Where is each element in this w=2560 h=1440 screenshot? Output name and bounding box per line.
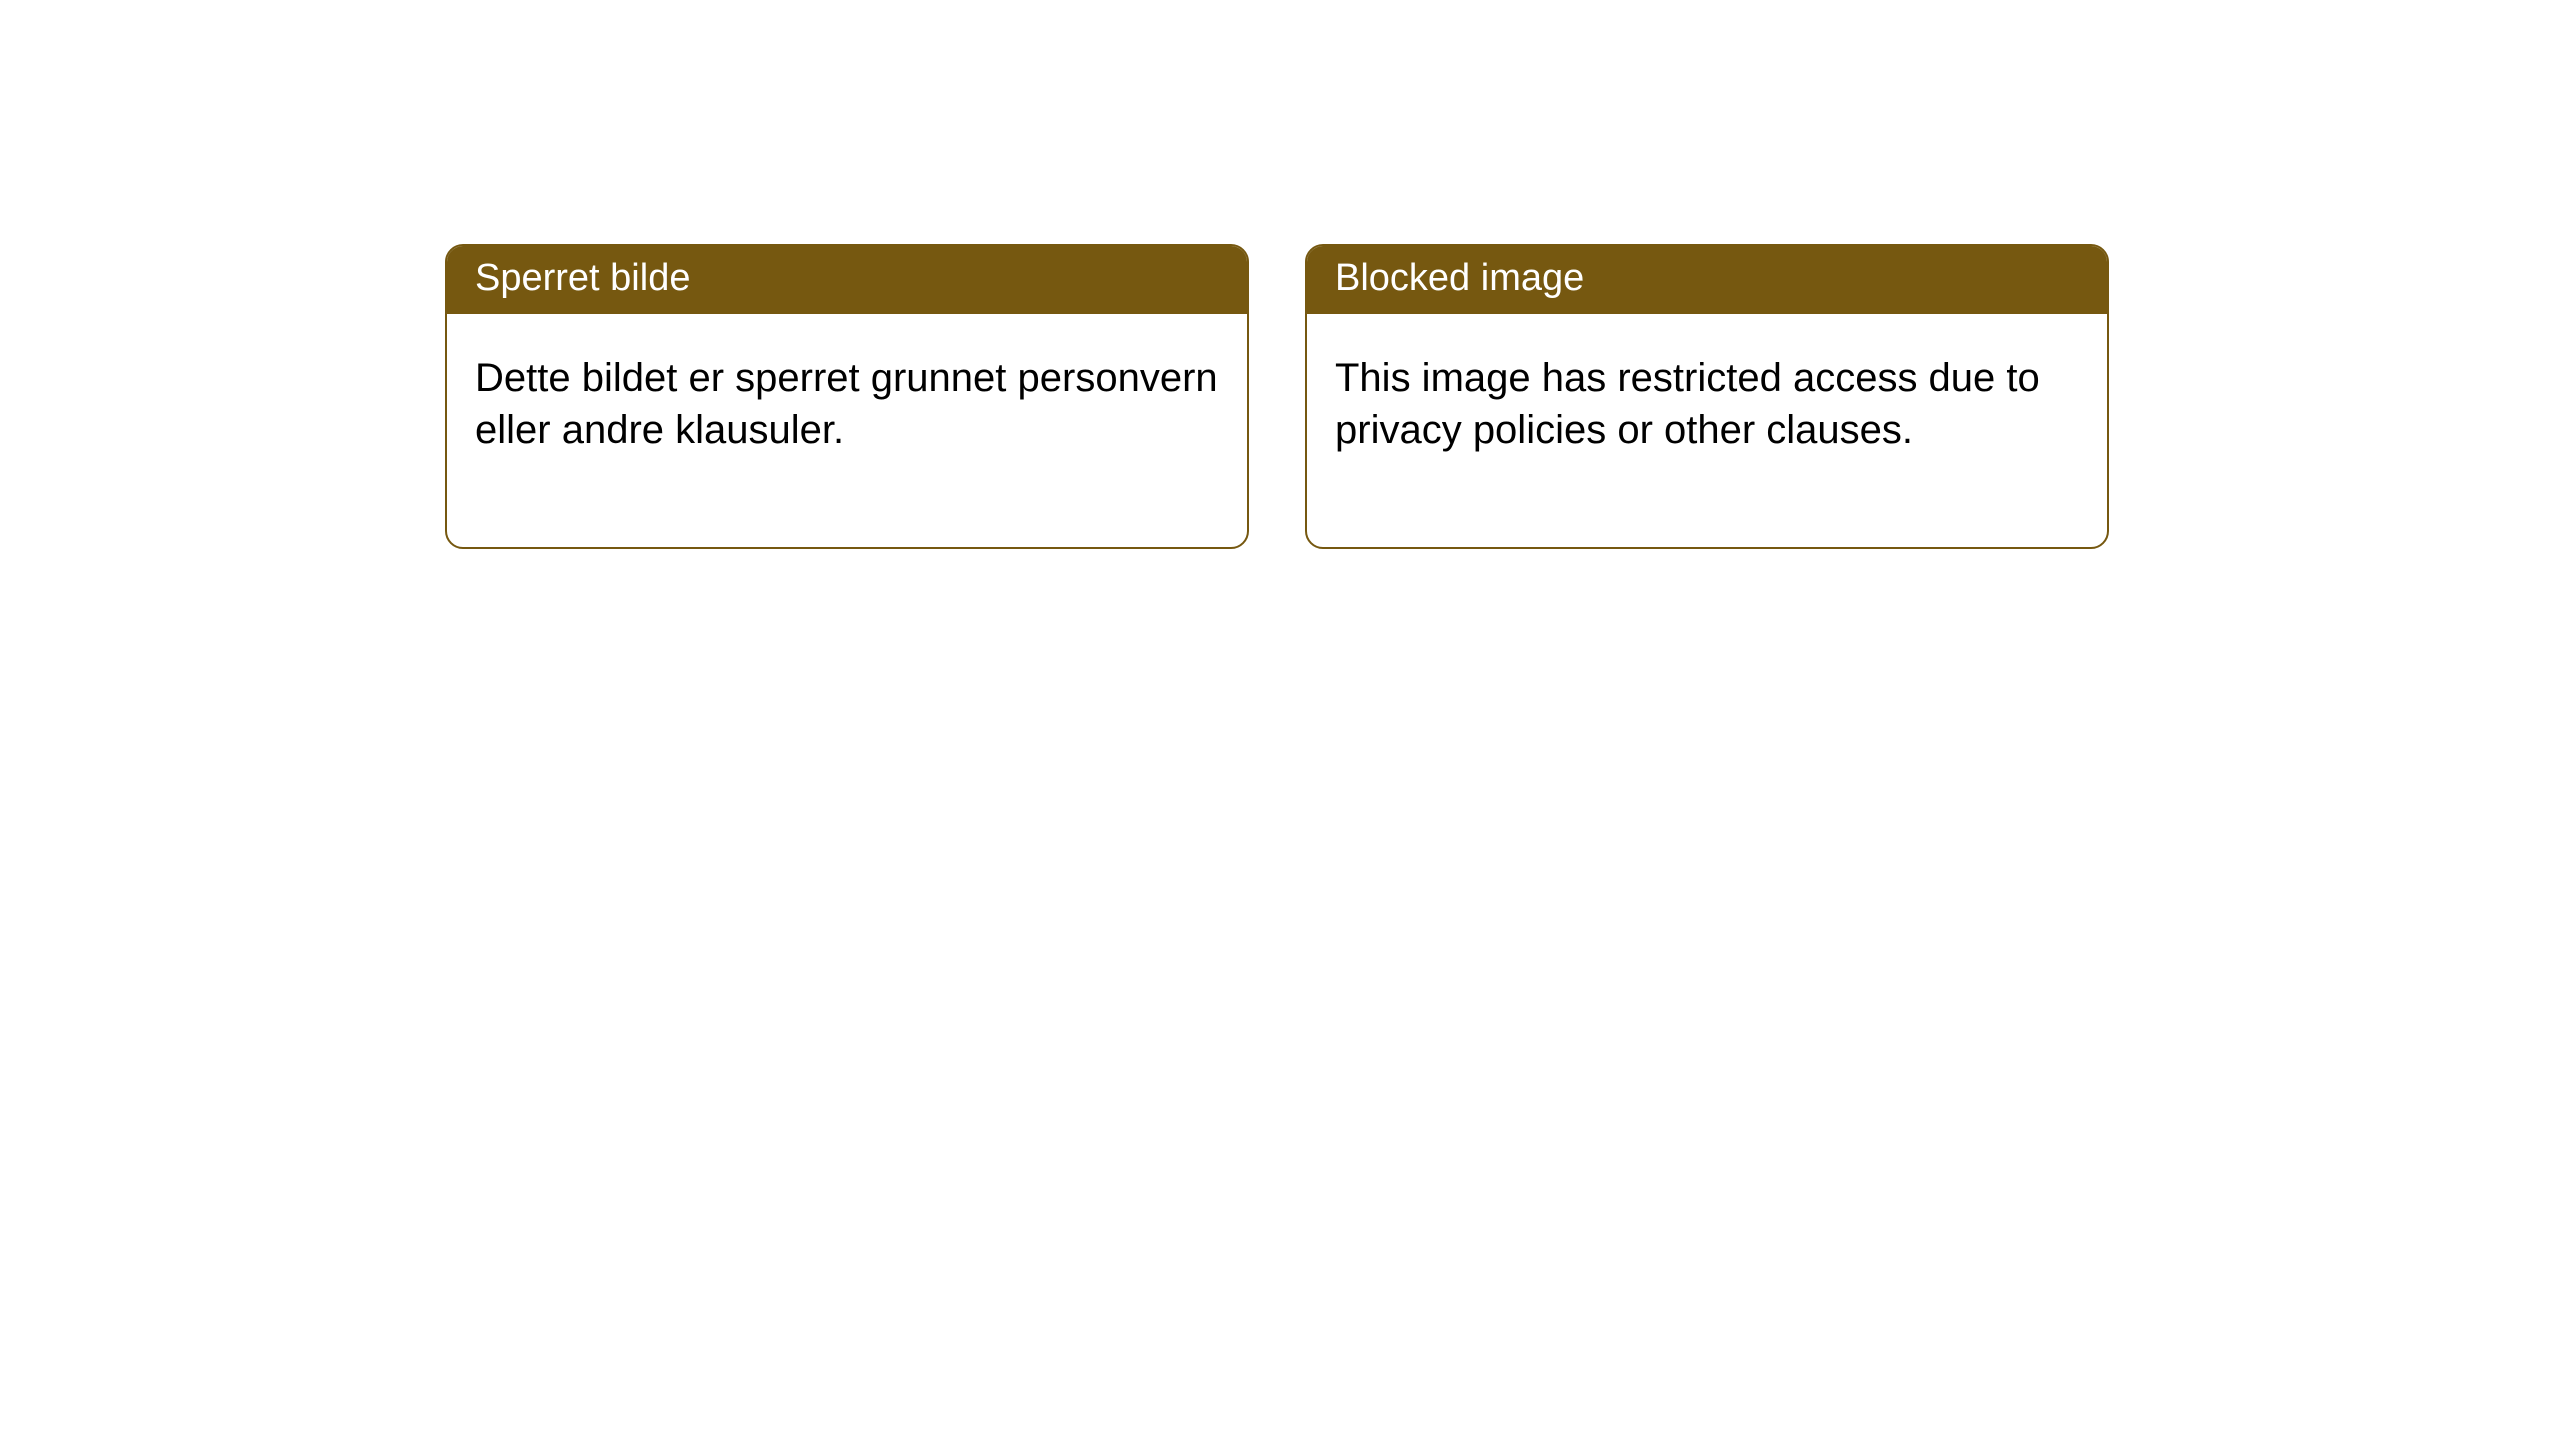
notice-title: Sperret bilde bbox=[447, 246, 1247, 314]
notice-body-text: Dette bildet er sperret grunnet personve… bbox=[447, 314, 1247, 548]
notice-card-norwegian: Sperret bilde Dette bildet er sperret gr… bbox=[445, 244, 1249, 549]
notice-body-text: This image has restricted access due to … bbox=[1307, 314, 2107, 548]
notice-cards-container: Sperret bilde Dette bildet er sperret gr… bbox=[445, 244, 2109, 549]
notice-card-english: Blocked image This image has restricted … bbox=[1305, 244, 2109, 549]
notice-title: Blocked image bbox=[1307, 246, 2107, 314]
